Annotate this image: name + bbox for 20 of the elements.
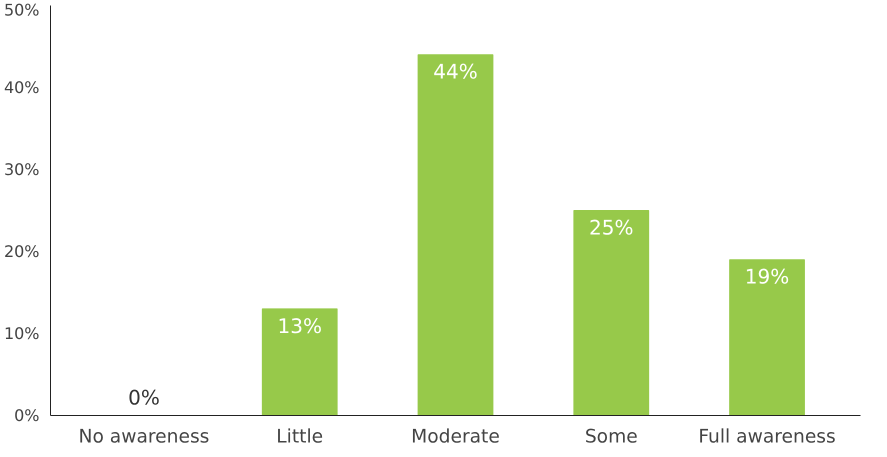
y-tick-label: 50% [4,0,40,20]
data-label: 0% [128,385,160,410]
data-label: 44% [433,60,478,84]
x-tick-label: Little [276,426,324,448]
y-tick-label: 30% [4,160,40,179]
bar [418,54,494,416]
data-label: 19% [744,264,790,289]
bar [729,259,805,416]
bar [262,308,338,416]
x-tick-label: Some [584,426,638,448]
data-label: 25% [589,215,634,240]
y-tick-label: 20% [4,242,40,261]
bar [573,210,650,416]
y-tick-label: 10% [4,324,40,343]
x-tick-label: Moderate [411,426,500,448]
y-tick-label: 0% [14,406,40,425]
x-tick-label: Full awareness [698,426,836,448]
y-tick-label: 40% [4,78,40,97]
x-tick-label: No awareness [78,426,210,448]
data-label: 13% [278,314,322,338]
